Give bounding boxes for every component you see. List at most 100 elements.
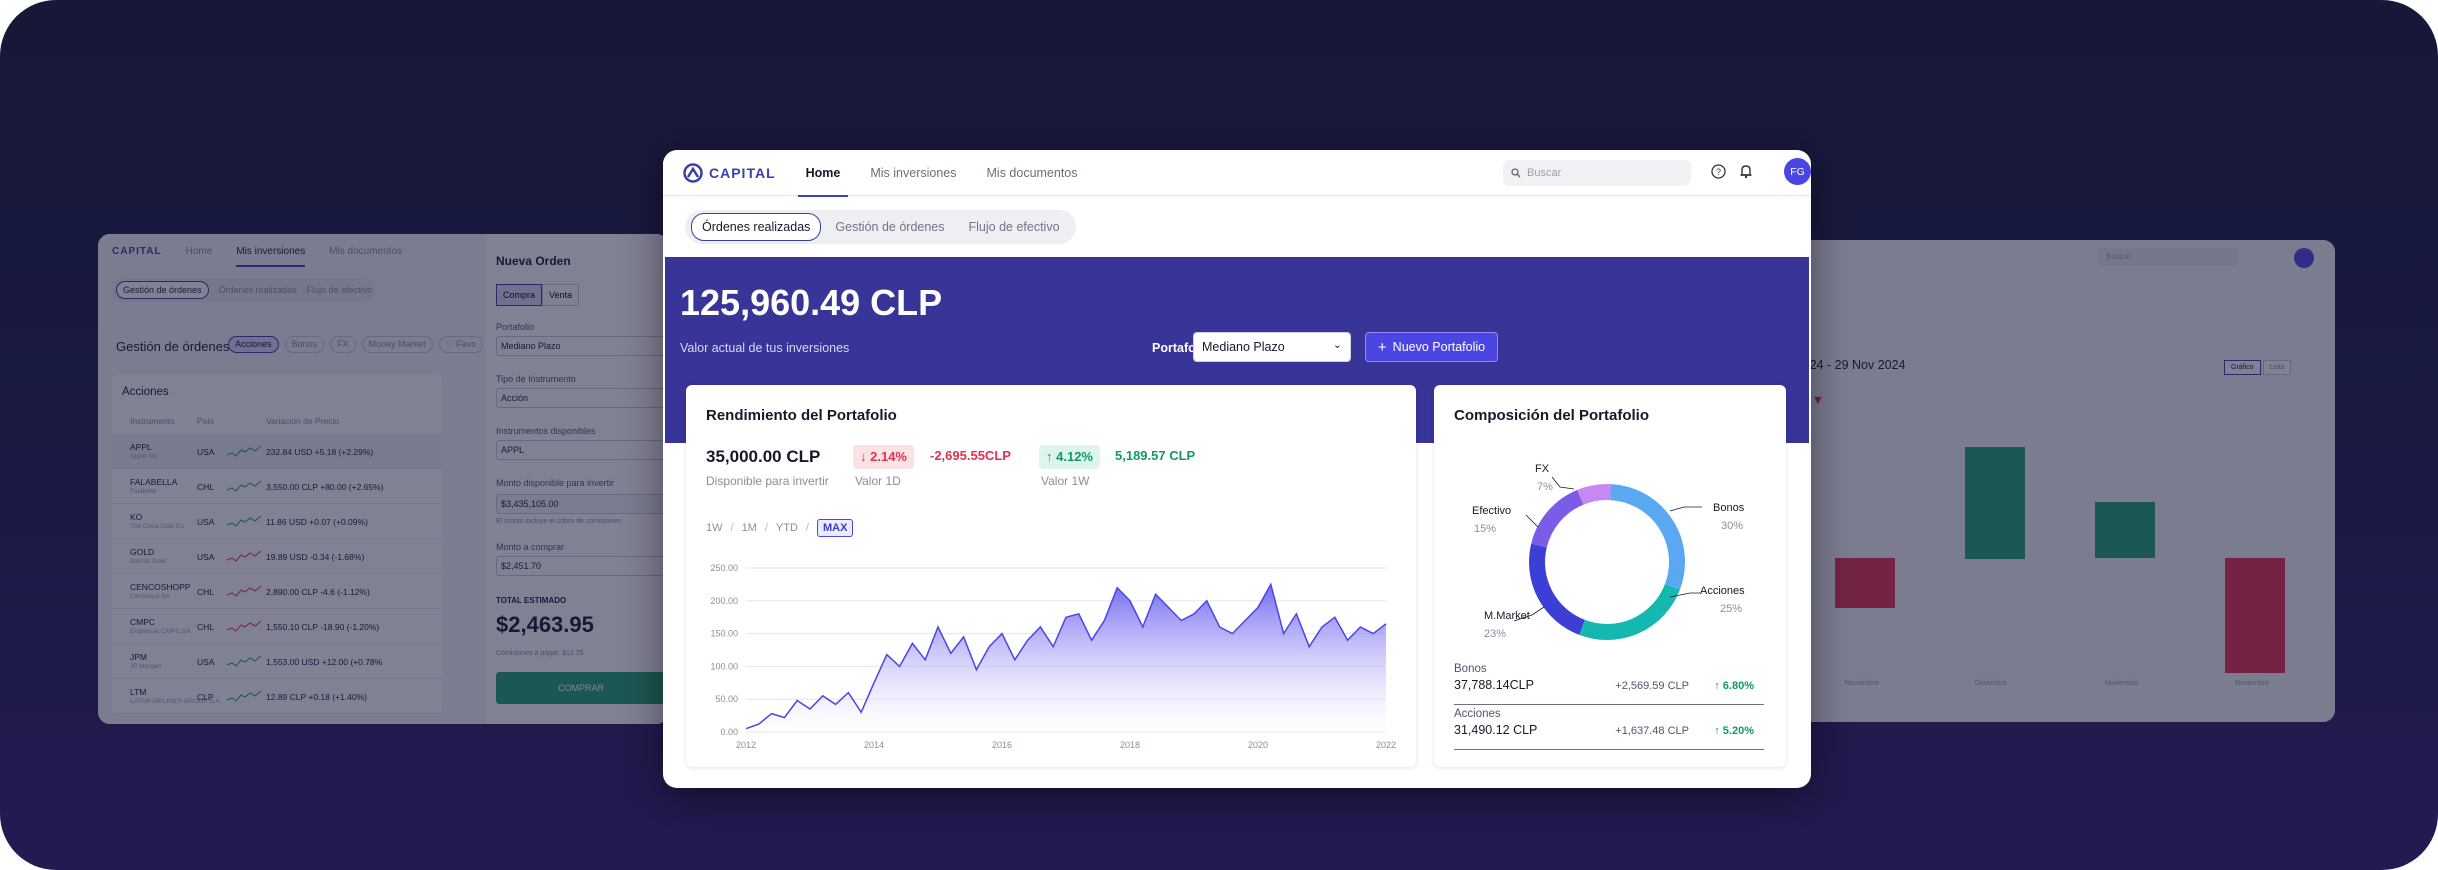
table-row[interactable]: LTM LATAM AIRLINES GROUP S.A. CLP 12.89 CLP…	[112, 679, 442, 714]
portfolio-select[interactable]: Mediano Plazo ⌄	[1193, 332, 1351, 362]
range-1w[interactable]: 1W	[706, 522, 723, 534]
row-country: CHL	[197, 622, 215, 632]
table-row[interactable]: CMPC Empresas CMPC SA CHL 1,550.10 CLP -18.…	[112, 609, 442, 644]
x-label: Noviembre	[1845, 680, 1879, 687]
bg-left-brand: CAPITAL	[112, 245, 162, 257]
range-max[interactable]: MAX	[816, 519, 854, 537]
y-tick-label: 250.00	[710, 563, 738, 573]
row-price: 3,550.00 CLP +80.00 (+2.65%)	[266, 482, 384, 492]
bg-left-tabs: Gestión de órdenes Órdenes realizadas Fl…	[112, 278, 377, 302]
tab-ordenes-realizadas[interactable]: Órdenes realizadas	[691, 213, 822, 241]
logo[interactable]: CAPITAL	[683, 162, 776, 183]
legend-name: Acciones	[1454, 708, 1501, 720]
portfolio-select-value: Mediano Plazo	[1202, 340, 1285, 354]
chevron-down-icon: ⌄	[1332, 339, 1342, 351]
range-selector: 1W / 1M / YTD / MAX	[706, 519, 854, 537]
pct-fx: 7%	[1537, 481, 1553, 493]
x-tick-label: 2020	[1248, 740, 1268, 750]
chip-acciones[interactable]: Acciones	[228, 336, 279, 353]
table-row[interactable]: KO The Coca-Cola Co USA 11.86 USD +0.07 (+0…	[112, 504, 442, 539]
select-portafolio[interactable]: Mediano Plazo	[496, 336, 666, 356]
available-value: 35,000.00 CLP	[706, 447, 821, 466]
table-row[interactable]: FALABELLA Falabella CHL 3,550.00 CLP +80.00…	[112, 469, 442, 504]
comprar-button[interactable]: COMPRAR	[496, 672, 666, 704]
table-row[interactable]: JPM JP Morgan USA 1,553.00 USD +12.00 (+0.7…	[112, 644, 442, 679]
x-tick-label: 2012	[736, 740, 756, 750]
legend-abs: +2,569.59 CLP	[1615, 680, 1689, 692]
top-nav: CAPITAL Home Mis inversiones Mis documen…	[663, 150, 1811, 197]
label-mmarket: M.Market	[1484, 610, 1530, 622]
w1-badge: ↑ 4.12%	[1039, 445, 1100, 469]
toggle-lista[interactable]: Lista	[2262, 360, 2292, 375]
nav-home[interactable]: Home	[797, 150, 849, 197]
x-tick-label: 2016	[992, 740, 1012, 750]
chip-bonos[interactable]: Bonos	[284, 336, 325, 353]
sell-button[interactable]: Venta	[542, 284, 580, 306]
help-icon[interactable]: ?	[1709, 164, 1727, 182]
chip-fx[interactable]: FX	[330, 336, 356, 353]
buy-button[interactable]: Compra	[496, 284, 543, 306]
label-portafolio: Portafolio	[496, 322, 535, 332]
search-input[interactable]: Buscar	[1503, 160, 1691, 186]
input-monto-comprar[interactable]: $2,451.70	[496, 556, 666, 576]
row-country: CHL	[197, 587, 215, 597]
area-fill	[746, 584, 1386, 732]
chip-favorites[interactable]: ♡ Favo	[438, 336, 484, 353]
chip-money-market[interactable]: Money Market	[361, 336, 433, 353]
tab-flujo-efectivo[interactable]: Flujo de efectivo	[968, 220, 1060, 234]
bg-left-tab-1[interactable]: Órdenes realizadas	[218, 285, 297, 295]
row-symbol: APPL	[130, 442, 152, 452]
select-tipo[interactable]: Acción	[496, 388, 666, 408]
total-label: TOTAL ESTIMADO	[496, 596, 567, 605]
legend-name: Bonos	[1454, 663, 1487, 675]
available-label: Disponible para invertir	[706, 474, 829, 488]
sparkline	[227, 480, 261, 492]
bg-right-search[interactable]: Buscar	[2098, 248, 2238, 266]
tab-gestion-ordenes[interactable]: Gestión de órdenes	[835, 220, 945, 234]
input-monto-disponible: $3,435,105.00	[496, 494, 666, 514]
bg-left-tab-0[interactable]: Gestión de órdenes	[116, 281, 209, 299]
x-label: Diciembre	[1975, 680, 2007, 687]
toggle-grafico[interactable]: Gráfico	[2224, 360, 2261, 375]
x-tick-label: 2018	[1120, 740, 1140, 750]
bg-left-nav-investments[interactable]: Mis inversiones	[236, 246, 306, 267]
bg-left-nav-documents[interactable]: Mis documentos	[329, 245, 403, 257]
table-title: Acciones	[122, 386, 169, 398]
range-ytd[interactable]: YTD	[775, 522, 798, 534]
row-symbol: CENCOSHOPP	[130, 582, 191, 592]
bell-icon[interactable]	[1737, 164, 1755, 182]
avatar[interactable]: FG	[1784, 158, 1811, 185]
table-row[interactable]: APPL Apple Inc USA 232.84 USD +5.18 (+2.29%…	[112, 434, 442, 469]
legend-item-acciones[interactable]: Acciones 31,490.12 CLP +1,637.48 CLP ↑ 5…	[1454, 708, 1764, 750]
bg-left-heading: Gestión de órdenes	[116, 339, 230, 354]
main-window: CAPITAL Home Mis inversiones Mis documen…	[663, 150, 1811, 788]
table-row[interactable]: GOLD Barrick Gold USA 19.89 USD -0.34 (-1.6…	[112, 539, 442, 574]
bg-left-nav-home[interactable]: Home	[185, 245, 213, 257]
donut-slice-fx	[1577, 484, 1611, 505]
bg-card-orders: CAPITAL Home Mis inversiones Mis documen…	[98, 234, 668, 724]
search-placeholder: Buscar	[1527, 167, 1562, 179]
y-tick-label: 0.00	[720, 727, 738, 737]
row-name: Empresas CMPC SA	[130, 628, 191, 635]
row-symbol: KO	[130, 512, 143, 522]
nav-mis-inversiones[interactable]: Mis inversiones	[870, 165, 957, 180]
bg-left-tab-2[interactable]: Flujo de efectivo	[306, 285, 373, 295]
nav-mis-documentos[interactable]: Mis documentos	[986, 165, 1078, 180]
legend-item-bonos[interactable]: Bonos 37,788.14CLP +2,569.59 CLP ↑ 6.80%	[1454, 663, 1764, 705]
sparkline	[227, 515, 261, 527]
row-price: 12.89 CLP +0.18 (+1.40%)	[266, 692, 367, 702]
table-row[interactable]: CENCOSHOPP Cencosud SA CHL 2,890.00 CLP -4.…	[112, 574, 442, 609]
sparkline	[227, 585, 261, 597]
bg-right-avatar[interactable]	[2294, 248, 2314, 268]
row-name: Apple Inc	[130, 453, 158, 460]
range-1m[interactable]: 1M	[741, 522, 757, 534]
select-instrumento[interactable]: APPL	[496, 440, 666, 460]
row-symbol: GOLD	[130, 547, 155, 557]
bg-left-chips: Acciones Bonos FX Money Market ♡ Favo	[228, 336, 484, 353]
new-portfolio-button[interactable]: + Nuevo Portafolio	[1365, 332, 1498, 362]
donut-slice-m-market	[1529, 543, 1586, 635]
portfolio-total-value: 125,960.49 CLP	[680, 282, 943, 323]
x-tick-label: 2022	[1376, 740, 1396, 750]
range-separator: /	[730, 522, 734, 534]
y-tick-label: 100.00	[710, 661, 738, 671]
